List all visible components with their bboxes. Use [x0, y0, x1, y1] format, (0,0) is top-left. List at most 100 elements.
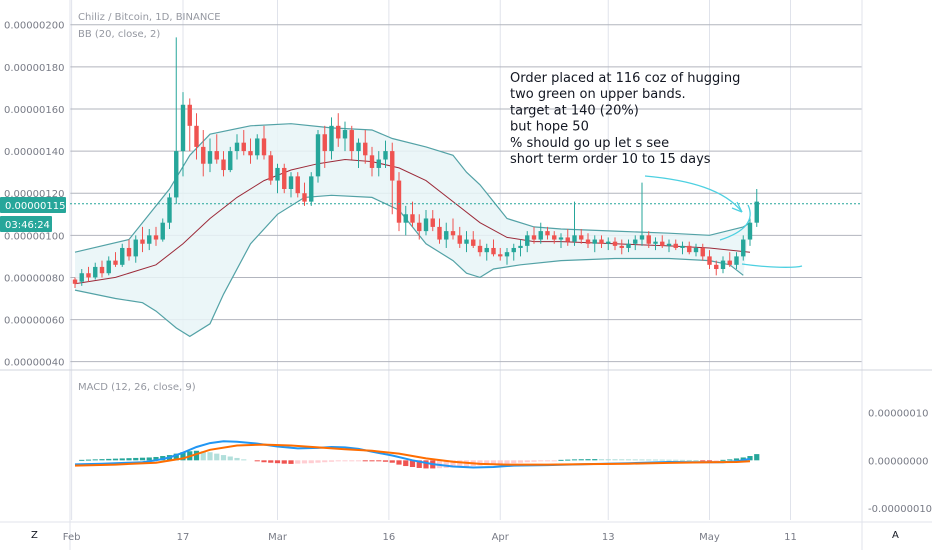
candle	[687, 241, 692, 255]
histogram-bar	[517, 460, 524, 463]
candle	[336, 113, 341, 147]
candle-body	[457, 235, 462, 244]
candle-body	[113, 260, 118, 265]
candle	[457, 226, 462, 248]
candle	[423, 210, 429, 236]
symbol-legend[interactable]: Chiliz / Bitcoin, 1D, BINANCE	[78, 12, 221, 23]
bollinger-band-fill	[75, 123, 750, 337]
candle	[639, 182, 645, 246]
histogram-bar	[362, 460, 368, 462]
candle-body	[255, 138, 260, 156]
candle-body	[120, 247, 125, 265]
candle	[720, 256, 726, 274]
annotation-line: % should go up let s see	[510, 136, 669, 151]
histogram-bar	[139, 457, 146, 461]
macd-pane[interactable]	[74, 440, 760, 469]
candle	[653, 237, 658, 251]
candle	[342, 121, 348, 152]
candle-body	[585, 239, 591, 244]
candle-body	[633, 239, 638, 244]
time-tick-label: 16	[383, 532, 396, 543]
zoom-icon[interactable]: Z	[31, 530, 38, 541]
candle	[680, 241, 685, 255]
histogram-bar	[382, 460, 389, 462]
histogram-bar	[733, 458, 740, 461]
histogram-bar	[389, 460, 395, 463]
histogram-bar	[349, 460, 355, 462]
candle	[214, 134, 219, 164]
candle	[275, 163, 280, 194]
candle-body	[180, 104, 186, 152]
candle-body	[693, 247, 699, 253]
candle-body	[700, 247, 705, 257]
histogram-bar	[234, 457, 240, 461]
candle-body	[741, 239, 746, 257]
histogram-bar	[571, 459, 578, 461]
zoom-button[interactable]: Z	[31, 530, 38, 541]
candle	[734, 252, 739, 270]
histogram-bar	[126, 458, 132, 461]
candle-body	[322, 134, 327, 152]
bollinger-lower-band	[74, 194, 744, 338]
auto-scale-icon[interactable]: A	[892, 530, 899, 541]
price-pane[interactable]	[70, 37, 862, 338]
candle-body	[646, 235, 651, 244]
candle	[180, 92, 186, 177]
price-tick-label: 0.00000100	[4, 231, 64, 242]
candle	[363, 130, 368, 164]
candle	[282, 163, 287, 194]
candle-body	[437, 226, 442, 240]
candle-body	[241, 142, 246, 152]
candle-body	[106, 260, 111, 274]
candle	[396, 172, 402, 232]
candle	[612, 237, 618, 251]
candle	[410, 201, 415, 227]
candle-body	[396, 180, 402, 223]
candle	[255, 134, 260, 160]
histogram-bar	[646, 459, 652, 461]
candle	[133, 235, 138, 263]
histogram-bar	[605, 459, 611, 461]
candle	[207, 138, 213, 173]
histogram-bar	[207, 452, 213, 461]
candle-body	[79, 273, 84, 282]
price-tick-label: 0.00000040	[4, 358, 64, 369]
candle-body	[430, 218, 435, 227]
candle	[315, 130, 321, 183]
candle-body	[309, 176, 314, 202]
histogram-bar	[619, 459, 625, 461]
candle-body	[376, 159, 381, 168]
candle	[248, 138, 253, 164]
bb-legend[interactable]: BB (20, close, 2)	[78, 29, 160, 40]
histogram-bar	[490, 460, 497, 465]
candle	[444, 222, 449, 248]
histogram-bar	[409, 460, 416, 468]
histogram-bar	[416, 460, 422, 468]
countdown-badge	[0, 216, 52, 232]
candle	[106, 256, 111, 276]
candle-body	[133, 239, 138, 257]
histogram-bar	[450, 460, 456, 468]
candle-body	[666, 243, 672, 246]
candle-body	[403, 214, 408, 223]
histogram-bar	[720, 459, 726, 461]
time-tick-label: May	[699, 532, 720, 543]
candle	[700, 243, 705, 261]
candle	[558, 233, 564, 248]
auto-scale-button[interactable]: A	[892, 530, 899, 541]
macd-legend[interactable]: MACD (12, 26, close, 9)	[78, 382, 196, 393]
candle	[538, 222, 543, 244]
hand-drawn-sketch	[644, 175, 803, 268]
candle	[666, 239, 672, 253]
candle-body	[369, 155, 375, 168]
candle	[572, 201, 577, 246]
price-tick-label: 0.00000140	[4, 147, 64, 158]
candle	[93, 262, 98, 280]
candle-body	[349, 130, 354, 152]
candle-body	[707, 256, 712, 265]
candle-body	[302, 193, 307, 202]
candle	[322, 125, 327, 168]
macd-signal-line	[74, 443, 751, 467]
